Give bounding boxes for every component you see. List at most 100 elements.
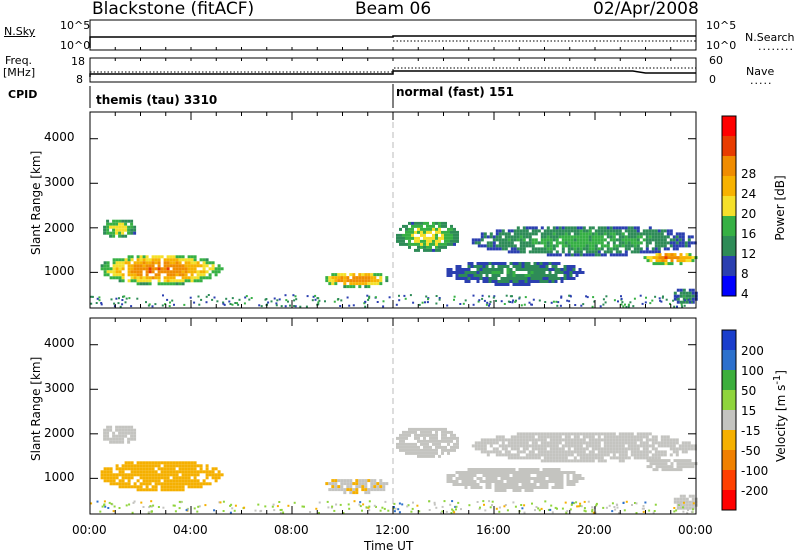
power-echo-cell — [682, 297, 686, 301]
power-echo-cell — [106, 264, 110, 268]
freq-trace — [89, 70, 696, 77]
power-echo-cell — [524, 277, 528, 280]
velocity-speckle — [278, 501, 281, 503]
velocity-speckle — [318, 512, 320, 514]
power-echo-cell — [202, 267, 206, 271]
power-echo-cell — [548, 274, 552, 277]
velocity-echo-cell — [519, 456, 523, 460]
power-echo-cell — [426, 224, 429, 228]
power-speckle — [231, 303, 234, 306]
velocity-echo-cell — [196, 482, 200, 486]
power-echo-cell — [444, 245, 447, 249]
velocity-echo-cell — [654, 453, 658, 457]
power-echo-cell — [657, 235, 661, 239]
power-echo-cell — [473, 271, 477, 274]
velocity-echo-cell — [461, 471, 465, 474]
velocity-echo-cell — [133, 431, 137, 435]
velocity-echo-cell — [525, 444, 529, 448]
velocity-speckle — [488, 500, 491, 503]
velocity-echo-cell — [417, 451, 420, 455]
velocity-echo-cell — [358, 485, 362, 489]
velocity-echo-cell — [461, 474, 465, 477]
power-echo-cell — [190, 261, 194, 265]
velocity-echo-cell — [142, 482, 146, 486]
power-echo-cell — [435, 221, 438, 225]
power-speckle — [161, 304, 164, 307]
power-echo-cell — [118, 228, 122, 232]
velocity-speckle — [579, 504, 582, 507]
power-echo-cell — [542, 277, 546, 280]
power-echo-cell — [500, 268, 504, 271]
power-speckle — [515, 299, 517, 302]
velocity-echo-cell — [648, 450, 652, 454]
velocity-echo-cell — [537, 456, 541, 460]
power-echo-cell — [414, 248, 417, 252]
velocity-speckle — [445, 510, 448, 513]
velocity-echo-cell — [464, 480, 468, 483]
power-echo-cell — [545, 280, 549, 283]
power-echo-cell — [205, 258, 209, 262]
velocity-echo-cell — [172, 482, 176, 486]
power-echo-cell — [133, 273, 137, 277]
power-speckle — [509, 295, 512, 298]
power-echo-cell — [379, 276, 383, 280]
velocity-echo-cell — [648, 444, 652, 448]
power-echo-cell — [660, 232, 664, 236]
power-echo-cell — [669, 229, 673, 233]
power-echo-cell — [106, 222, 110, 226]
velocity-echo-cell — [557, 477, 561, 480]
power-echo-cell — [396, 233, 399, 237]
power-echo-cell — [521, 274, 525, 277]
velocity-speckle — [611, 510, 614, 513]
velocity-speckle — [520, 504, 523, 506]
power-echo-cell — [202, 276, 206, 280]
power-echo-cell — [438, 224, 441, 228]
velocity-echo-cell — [513, 438, 517, 442]
velocity-echo-cell — [178, 464, 182, 468]
velocity-echo-cell — [506, 483, 510, 486]
power-echo-cell — [112, 258, 116, 262]
velocity-echo-cell — [564, 444, 568, 448]
velocity-echo-cell — [621, 438, 625, 442]
velocity-colorbar-swatch — [722, 370, 736, 391]
power-echo-cell — [446, 268, 450, 271]
power-speckle — [691, 301, 693, 304]
power-echo-cell — [429, 245, 432, 249]
velocity-echo-cell — [519, 432, 523, 436]
power-echo-cell — [196, 270, 200, 274]
nsky-strip — [89, 19, 697, 51]
power-echo-cell — [685, 291, 689, 295]
power-speckle — [238, 298, 241, 301]
power-echo-cell — [546, 253, 550, 257]
power-echo-cell — [455, 265, 459, 268]
power-echo-cell — [591, 250, 595, 254]
power-echo-cell — [482, 268, 486, 271]
power-echo-cell — [528, 226, 532, 230]
velocity-echo-cell — [426, 451, 429, 455]
power-echo-cell — [530, 280, 534, 283]
power-echo-cell — [181, 270, 185, 274]
power-speckle — [687, 294, 690, 297]
power-speckle — [560, 296, 563, 299]
velocity-echo-cell — [542, 471, 546, 474]
power-echo-cell — [522, 235, 526, 239]
power-echo-cell — [657, 238, 661, 242]
power-echo-cell — [184, 258, 188, 262]
velocity-echo-cell — [651, 444, 655, 448]
velocity-echo-cell — [588, 441, 592, 445]
velocity-echo-cell — [612, 432, 616, 436]
velocity-echo-cell — [494, 477, 498, 480]
power-echo-cell — [513, 229, 517, 233]
power-echo-cell — [441, 233, 444, 237]
velocity-echo-cell — [685, 497, 689, 501]
velocity-echo-cell — [594, 453, 598, 457]
velocity-speckle — [616, 506, 619, 509]
power-echo-cell — [435, 245, 438, 249]
power-echo-cell — [444, 242, 447, 246]
velocity-echo-cell — [542, 480, 546, 483]
velocity-speckle — [451, 508, 454, 511]
velocity-echo-cell — [208, 482, 212, 486]
power-echo-cell — [679, 253, 683, 257]
nsky-tick-bottom: 10^0 — [60, 39, 91, 52]
power-speckle — [395, 303, 398, 306]
